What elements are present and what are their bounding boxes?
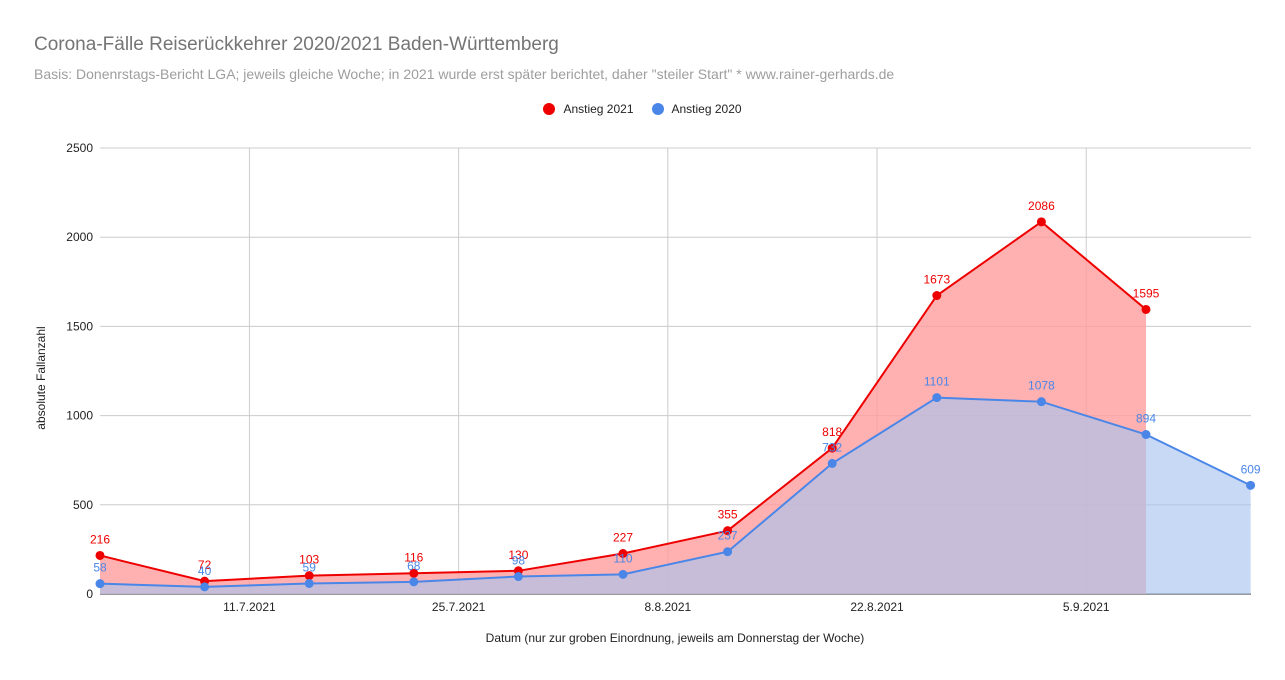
point-2020 bbox=[1246, 480, 1256, 490]
point-2020 bbox=[827, 458, 837, 468]
point-2021 bbox=[1036, 217, 1046, 227]
point-2021 bbox=[932, 291, 942, 301]
data-label-2020: 237 bbox=[718, 529, 738, 543]
y-tick-label: 2500 bbox=[66, 141, 93, 155]
y-tick-label: 0 bbox=[86, 587, 93, 601]
data-label-2020: 609 bbox=[1241, 462, 1261, 476]
area-2020 bbox=[100, 397, 1251, 594]
data-label-2020: 1078 bbox=[1028, 379, 1055, 393]
point-2020 bbox=[513, 572, 523, 582]
data-label-2021: 1673 bbox=[923, 273, 950, 287]
data-label-2021: 72 bbox=[198, 558, 212, 572]
legend-item-2020[interactable]: Anstieg 2020 bbox=[651, 102, 742, 116]
data-label-2020: 59 bbox=[303, 560, 317, 574]
data-labels: 216 72 103 116 130 227 355 818 1673 2086 1595 58 40 5… bbox=[90, 199, 1261, 578]
data-label-2021: 216 bbox=[90, 532, 110, 546]
legend-label-2021: Anstieg 2021 bbox=[563, 102, 634, 116]
point-2021 bbox=[827, 443, 837, 453]
data-label-2020: 58 bbox=[93, 561, 107, 575]
x-tick-label: 11.7.2021 bbox=[223, 600, 276, 614]
axis-ticks: 0 500 1000 1500 2000 2500 11.7.2021 25.7.2021 8.… bbox=[66, 141, 1110, 614]
legend-item-2021[interactable]: Anstieg 2021 bbox=[543, 102, 634, 116]
x-axis-label: Datum (nur zur groben Einordnung, jeweil… bbox=[486, 631, 865, 645]
legend-marker-2021 bbox=[543, 103, 556, 115]
series-areas bbox=[100, 221, 1251, 594]
legend-label-2020: Anstieg 2020 bbox=[671, 102, 742, 116]
y-tick-label: 2000 bbox=[66, 230, 93, 244]
x-tick-label: 22.8.2021 bbox=[850, 600, 904, 614]
point-2021 bbox=[304, 571, 314, 581]
point-2020 bbox=[932, 393, 942, 403]
data-label-2020: 1101 bbox=[924, 375, 950, 389]
data-label-2021: 818 bbox=[822, 425, 842, 439]
data-label-2021: 116 bbox=[404, 550, 423, 564]
point-2020 bbox=[1141, 430, 1151, 440]
data-label-2021: 355 bbox=[718, 508, 738, 522]
legend: Anstieg 2021 Anstieg 2020 bbox=[0, 102, 1285, 116]
point-2021 bbox=[723, 526, 733, 536]
data-label-2021: 2086 bbox=[1028, 199, 1055, 213]
data-label-2021: 130 bbox=[508, 548, 528, 562]
point-2021 bbox=[618, 549, 628, 559]
data-label-2020: 732 bbox=[822, 440, 842, 454]
y-axis-label: absolute Fallanzahl bbox=[34, 326, 48, 429]
data-label-2021: 227 bbox=[613, 531, 633, 545]
data-label-2020: 40 bbox=[198, 564, 212, 578]
data-label-2020: 68 bbox=[407, 559, 421, 573]
chart-subtitle: Basis: Donenrstags-Bericht LGA; jeweils … bbox=[34, 66, 895, 82]
point-2020 bbox=[1036, 397, 1046, 407]
y-tick-label: 1000 bbox=[66, 409, 93, 423]
data-label-2020: 110 bbox=[613, 551, 632, 565]
point-2020 bbox=[723, 547, 733, 557]
series-points bbox=[95, 217, 1256, 592]
point-2021 bbox=[1141, 304, 1151, 314]
point-2020 bbox=[200, 582, 210, 592]
x-tick-label: 8.8.2021 bbox=[644, 600, 691, 614]
x-tick-label: 25.7.2021 bbox=[432, 600, 486, 614]
y-tick-label: 500 bbox=[73, 498, 93, 512]
data-label-2020: 98 bbox=[512, 554, 526, 568]
chart-title: Corona-Fälle Reiserückkehrer 2020/2021 B… bbox=[34, 34, 559, 55]
x-tick-label: 5.9.2021 bbox=[1063, 600, 1110, 614]
data-label-2021: 1595 bbox=[1133, 286, 1160, 300]
point-2020 bbox=[95, 579, 105, 589]
legend-marker-2020 bbox=[651, 103, 664, 115]
point-2021 bbox=[95, 550, 105, 560]
data-label-2020: 894 bbox=[1136, 412, 1156, 426]
point-2020 bbox=[409, 577, 419, 587]
point-2020 bbox=[618, 569, 628, 579]
y-tick-label: 1500 bbox=[66, 319, 93, 333]
data-label-2021: 103 bbox=[299, 553, 319, 567]
point-2021 bbox=[409, 568, 419, 578]
point-2020 bbox=[304, 578, 314, 588]
line-2020 bbox=[99, 396, 1252, 588]
